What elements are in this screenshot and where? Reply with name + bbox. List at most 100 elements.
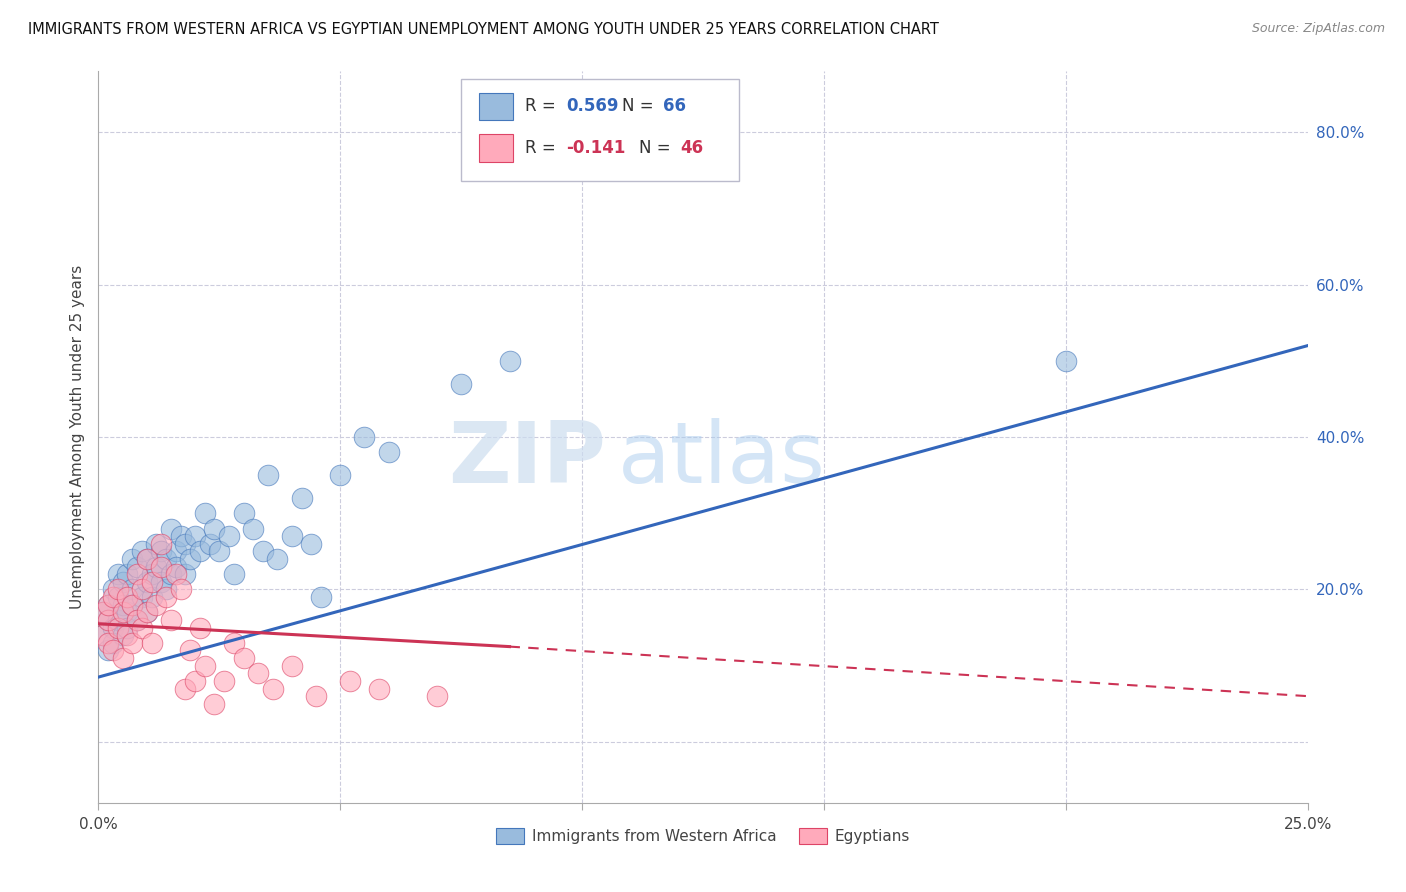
Text: N =: N = bbox=[621, 97, 659, 115]
Point bbox=[135, 552, 157, 566]
Point bbox=[101, 590, 124, 604]
Point bbox=[247, 666, 270, 681]
Point bbox=[179, 643, 201, 657]
Point bbox=[135, 605, 157, 619]
Text: atlas: atlas bbox=[619, 417, 827, 500]
Point bbox=[117, 605, 139, 619]
Point bbox=[107, 621, 129, 635]
Point bbox=[107, 613, 129, 627]
Point bbox=[91, 605, 114, 619]
Point bbox=[256, 468, 278, 483]
Point bbox=[155, 582, 177, 597]
Point bbox=[329, 468, 352, 483]
Point bbox=[222, 636, 245, 650]
Text: ZIP: ZIP bbox=[449, 417, 606, 500]
Point bbox=[97, 613, 120, 627]
Point bbox=[141, 636, 163, 650]
Point bbox=[150, 544, 173, 558]
Point bbox=[309, 590, 332, 604]
Point bbox=[1054, 354, 1077, 368]
Point bbox=[305, 689, 328, 703]
Text: 66: 66 bbox=[664, 97, 686, 115]
Point bbox=[450, 376, 472, 391]
Point bbox=[188, 621, 211, 635]
Point bbox=[121, 598, 143, 612]
Point bbox=[135, 574, 157, 589]
Y-axis label: Unemployment Among Youth under 25 years: Unemployment Among Youth under 25 years bbox=[69, 265, 84, 609]
Point bbox=[131, 582, 153, 597]
Point bbox=[204, 697, 226, 711]
Point bbox=[91, 628, 114, 642]
Point bbox=[160, 567, 183, 582]
Point bbox=[111, 651, 134, 665]
Point bbox=[107, 567, 129, 582]
Point bbox=[174, 567, 197, 582]
Point bbox=[135, 605, 157, 619]
Point bbox=[498, 354, 520, 368]
Point bbox=[232, 651, 254, 665]
Point bbox=[160, 613, 183, 627]
Point bbox=[160, 521, 183, 535]
Point bbox=[107, 590, 129, 604]
Point bbox=[184, 673, 207, 688]
Point bbox=[131, 544, 153, 558]
Point bbox=[117, 621, 139, 635]
Point bbox=[145, 537, 167, 551]
Point bbox=[141, 567, 163, 582]
Point bbox=[101, 582, 124, 597]
Point bbox=[155, 590, 177, 604]
Point bbox=[150, 574, 173, 589]
Point bbox=[266, 552, 288, 566]
Point bbox=[198, 537, 221, 551]
Point bbox=[281, 529, 304, 543]
Point bbox=[204, 521, 226, 535]
Text: N =: N = bbox=[638, 139, 676, 157]
Point bbox=[117, 567, 139, 582]
Point bbox=[131, 621, 153, 635]
Point bbox=[135, 552, 157, 566]
FancyBboxPatch shape bbox=[479, 135, 513, 162]
Point bbox=[242, 521, 264, 535]
Point bbox=[188, 544, 211, 558]
Point bbox=[141, 574, 163, 589]
Point bbox=[194, 506, 217, 520]
Point bbox=[339, 673, 361, 688]
Point bbox=[97, 643, 120, 657]
Point bbox=[150, 559, 173, 574]
Point bbox=[169, 529, 191, 543]
Point bbox=[111, 605, 134, 619]
Point bbox=[368, 681, 391, 696]
Point bbox=[174, 537, 197, 551]
Point bbox=[91, 628, 114, 642]
Point bbox=[290, 491, 312, 505]
Point bbox=[127, 613, 149, 627]
Point bbox=[101, 643, 124, 657]
Point bbox=[121, 636, 143, 650]
Point bbox=[299, 537, 322, 551]
Text: IMMIGRANTS FROM WESTERN AFRICA VS EGYPTIAN UNEMPLOYMENT AMONG YOUTH UNDER 25 YEA: IMMIGRANTS FROM WESTERN AFRICA VS EGYPTI… bbox=[28, 22, 939, 37]
Point bbox=[97, 636, 120, 650]
Point bbox=[426, 689, 449, 703]
Point bbox=[111, 598, 134, 612]
Point bbox=[97, 598, 120, 612]
Text: R =: R = bbox=[526, 97, 561, 115]
Point bbox=[127, 613, 149, 627]
Point bbox=[127, 567, 149, 582]
Point bbox=[281, 658, 304, 673]
FancyBboxPatch shape bbox=[461, 78, 740, 181]
Point bbox=[208, 544, 231, 558]
Point bbox=[222, 567, 245, 582]
Point bbox=[252, 544, 274, 558]
Point bbox=[212, 673, 235, 688]
Point bbox=[165, 567, 187, 582]
Text: Source: ZipAtlas.com: Source: ZipAtlas.com bbox=[1251, 22, 1385, 36]
Point bbox=[194, 658, 217, 673]
Point bbox=[165, 544, 187, 558]
Point bbox=[101, 636, 124, 650]
Point bbox=[169, 582, 191, 597]
Text: -0.141: -0.141 bbox=[567, 139, 626, 157]
FancyBboxPatch shape bbox=[479, 93, 513, 120]
Point bbox=[97, 613, 120, 627]
Point bbox=[179, 552, 201, 566]
Point bbox=[121, 582, 143, 597]
